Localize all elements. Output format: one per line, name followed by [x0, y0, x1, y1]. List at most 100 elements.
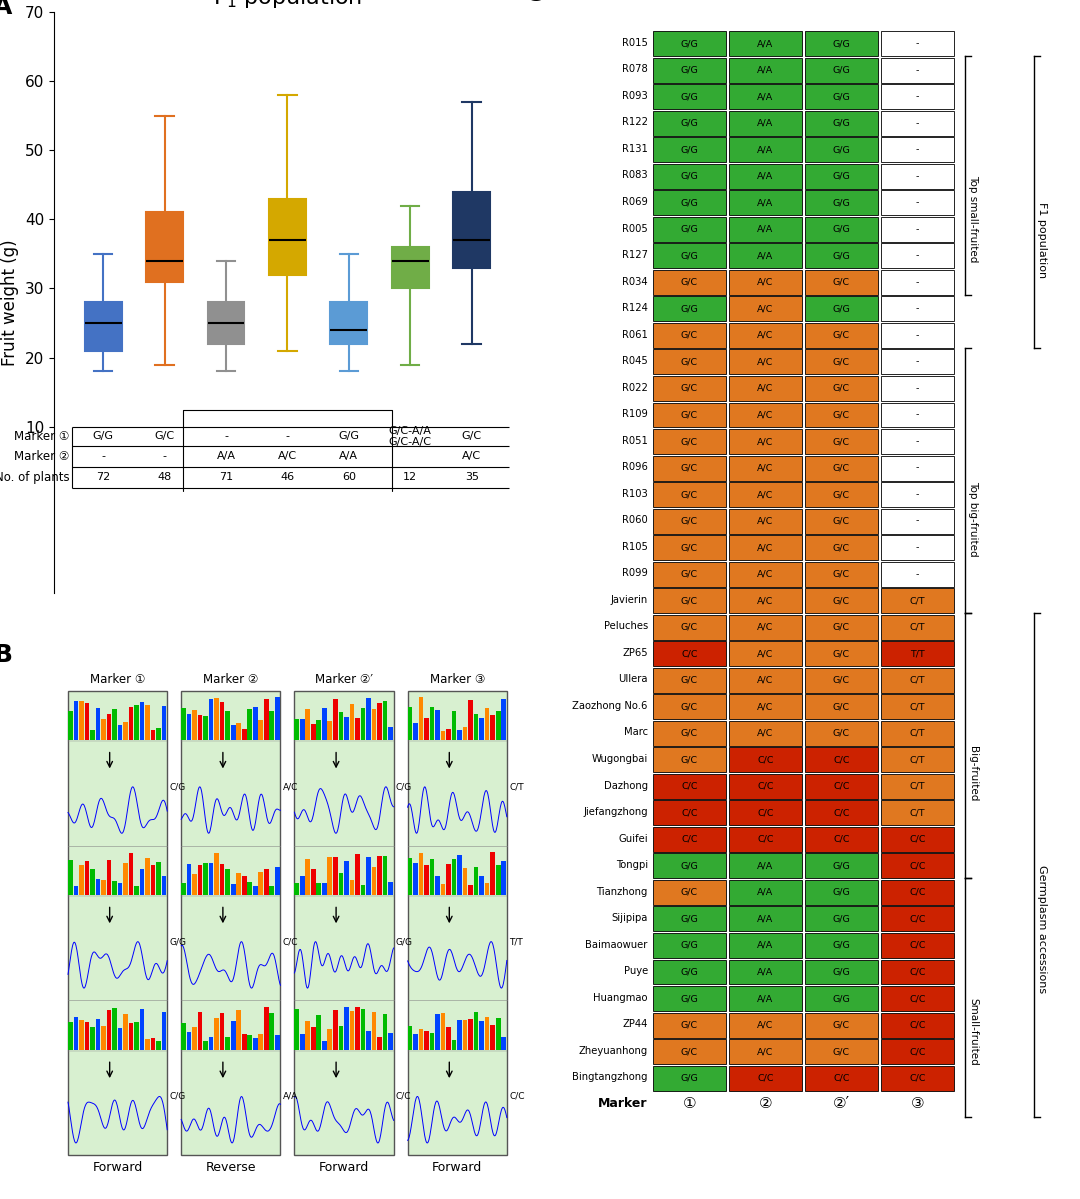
- Text: R051: R051: [622, 435, 648, 446]
- Bar: [805, 138, 878, 162]
- Bar: [162, 876, 166, 896]
- Text: G/C: G/C: [680, 384, 698, 393]
- Bar: [162, 706, 166, 740]
- Text: A/C: A/C: [757, 410, 773, 420]
- Bar: [129, 1023, 133, 1050]
- Bar: [345, 1007, 349, 1050]
- Bar: [729, 561, 802, 586]
- Bar: [805, 747, 878, 772]
- Bar: [881, 164, 954, 188]
- Bar: [805, 854, 878, 879]
- Bar: [311, 724, 315, 740]
- Text: Guifei: Guifei: [618, 833, 648, 844]
- Text: C/C: C/C: [833, 782, 850, 791]
- Text: G/G: G/G: [680, 861, 699, 870]
- Text: C/C: C/C: [909, 1047, 926, 1056]
- Text: G/G: G/G: [833, 861, 850, 870]
- Bar: [102, 718, 106, 740]
- Bar: [214, 854, 219, 896]
- Text: C/T: C/T: [909, 703, 926, 711]
- Bar: [264, 699, 269, 740]
- Text: G/C: G/C: [154, 432, 175, 441]
- Text: R105: R105: [622, 542, 648, 552]
- Bar: [446, 863, 451, 896]
- Bar: [881, 296, 954, 321]
- Bar: [881, 403, 954, 428]
- Bar: [247, 710, 252, 740]
- Bar: [338, 711, 343, 740]
- Bar: [316, 1014, 321, 1050]
- Bar: [881, 747, 954, 772]
- Bar: [372, 1012, 376, 1050]
- Bar: [123, 1014, 127, 1050]
- Bar: [729, 376, 802, 400]
- Text: G/G: G/G: [680, 66, 699, 74]
- Bar: [366, 856, 370, 896]
- Bar: [118, 725, 122, 740]
- Text: -: -: [916, 570, 919, 579]
- Text: C/T: C/T: [909, 808, 926, 818]
- Text: G/G: G/G: [680, 941, 699, 950]
- Text: C/C: C/C: [509, 1092, 525, 1101]
- Bar: [300, 876, 305, 896]
- Text: A/A: A/A: [757, 66, 773, 74]
- Bar: [90, 1026, 95, 1050]
- Text: G/G: G/G: [680, 994, 699, 1004]
- Bar: [157, 862, 161, 896]
- Bar: [881, 138, 954, 162]
- Bar: [203, 1041, 208, 1050]
- Text: Marker ②: Marker ②: [14, 450, 69, 463]
- Bar: [881, 827, 954, 851]
- Text: G/G: G/G: [680, 40, 699, 48]
- Bar: [805, 641, 878, 667]
- Bar: [653, 429, 726, 454]
- Text: G/C: G/C: [680, 888, 698, 897]
- Text: A/C: A/C: [757, 1020, 773, 1030]
- Bar: [729, 138, 802, 162]
- Text: G/G: G/G: [680, 1073, 699, 1083]
- Bar: [653, 747, 726, 772]
- Bar: [333, 856, 338, 896]
- Text: T/T: T/T: [509, 938, 523, 946]
- Bar: [430, 707, 434, 740]
- Text: G/C: G/C: [680, 596, 698, 605]
- Bar: [258, 719, 264, 740]
- Text: G/G: G/G: [833, 915, 850, 923]
- Bar: [361, 709, 365, 740]
- Text: A/A: A/A: [757, 198, 773, 207]
- Text: R034: R034: [622, 277, 648, 287]
- Bar: [881, 535, 954, 560]
- Text: C/C: C/C: [909, 968, 926, 976]
- Text: Peluches: Peluches: [604, 621, 648, 632]
- Text: Marker ①: Marker ①: [90, 673, 146, 686]
- Bar: [805, 376, 878, 400]
- Bar: [90, 869, 95, 896]
- Bar: [881, 429, 954, 454]
- Text: A/C: A/C: [757, 729, 773, 737]
- Text: A/A: A/A: [757, 92, 773, 101]
- Text: Puye: Puye: [623, 966, 648, 976]
- Text: G/C: G/C: [680, 755, 698, 764]
- Text: G/C: G/C: [461, 432, 482, 441]
- Text: Forward: Forward: [319, 1161, 369, 1174]
- Text: A/C: A/C: [757, 1047, 773, 1056]
- Bar: [653, 270, 726, 295]
- Bar: [145, 1038, 150, 1050]
- Bar: [258, 1034, 264, 1050]
- Bar: [451, 711, 457, 740]
- Bar: [496, 711, 500, 740]
- Bar: [480, 1022, 484, 1050]
- Text: No. of plants: No. of plants: [0, 471, 69, 483]
- Text: -: -: [224, 432, 228, 441]
- Text: -: -: [163, 452, 166, 462]
- Bar: [653, 1066, 726, 1091]
- Bar: [214, 698, 219, 740]
- Bar: [729, 508, 802, 534]
- Bar: [192, 710, 197, 740]
- Text: 12: 12: [403, 472, 417, 482]
- Bar: [306, 1020, 310, 1050]
- Bar: [729, 933, 802, 958]
- Bar: [145, 858, 150, 896]
- Bar: [264, 869, 269, 896]
- Y-axis label: Fruit weight (g): Fruit weight (g): [1, 239, 19, 366]
